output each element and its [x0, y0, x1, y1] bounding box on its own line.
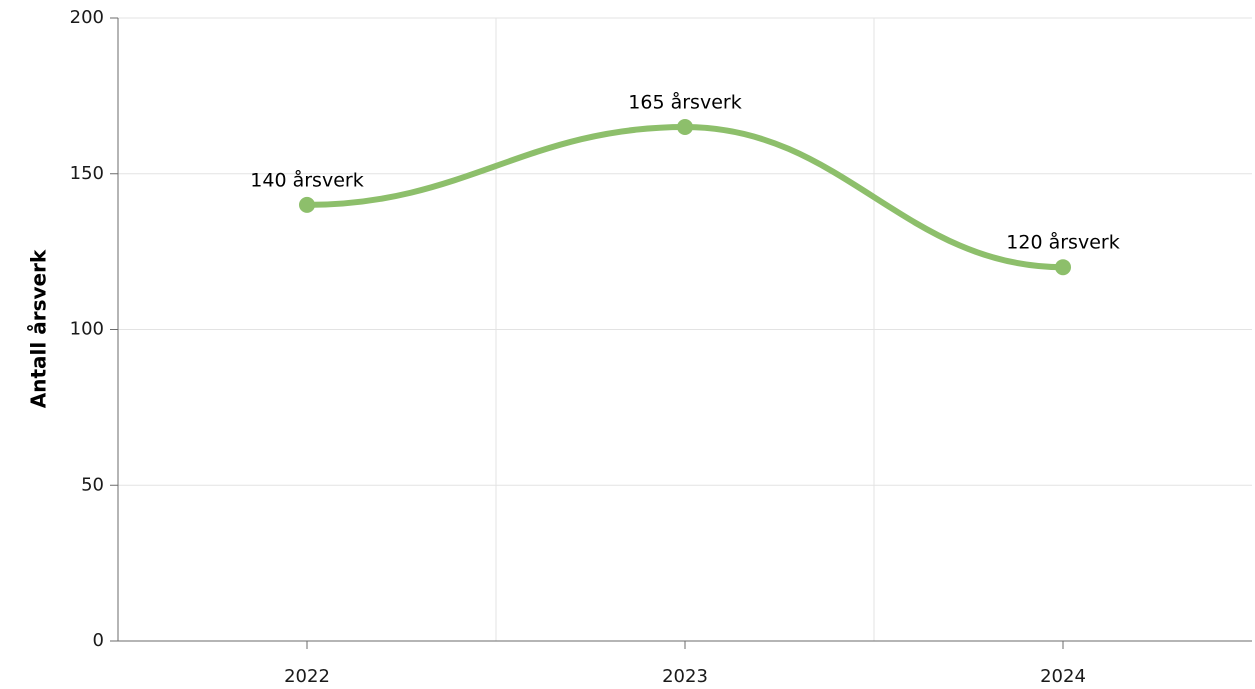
y-tick-label: 150 [70, 163, 104, 184]
y-tick-label: 100 [70, 319, 104, 340]
y-tick-label: 50 [81, 474, 104, 495]
data-label: 140 årsverk [250, 168, 363, 191]
series: 140 årsverk 165 årsverk 120 årsverk [250, 91, 1120, 276]
series-line [304, 124, 1066, 271]
data-point[interactable] [1055, 259, 1071, 276]
x-tick-label: 2023 [662, 666, 708, 687]
data-point[interactable] [677, 119, 693, 136]
y-tick-label: 200 [70, 7, 104, 28]
x-axis-ticks: 2022 2023 2024 [284, 641, 1086, 687]
data-label: 165 årsverk [628, 91, 741, 114]
data-point[interactable] [299, 196, 315, 213]
y-tick-label: 0 [93, 630, 104, 651]
x-tick-label: 2022 [284, 666, 330, 687]
y-axis-ticks: 0 50 100 150 200 [70, 7, 118, 651]
y-axis-title: Antall årsverk [27, 249, 51, 408]
data-label: 120 årsverk [1006, 231, 1119, 254]
grid-lines [118, 17, 1252, 641]
x-tick-label: 2024 [1040, 666, 1086, 687]
